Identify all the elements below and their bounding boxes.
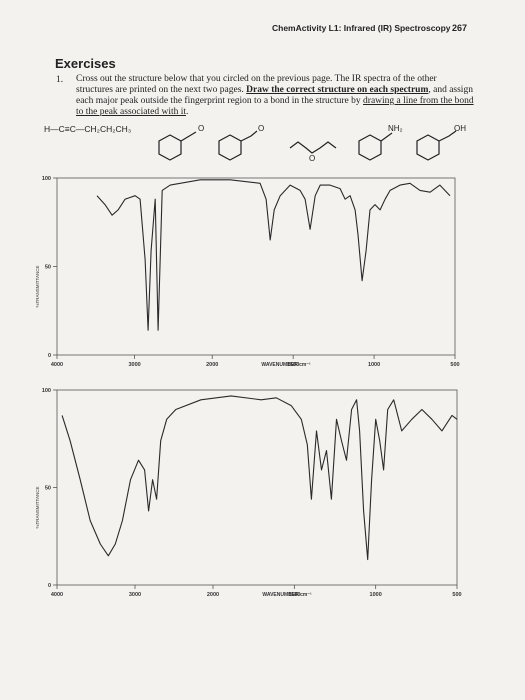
exercises-title: Exercises bbox=[55, 56, 116, 71]
page-number: 267 bbox=[452, 23, 467, 33]
x-tick-label: 500 bbox=[450, 362, 459, 368]
y-tick-label: 100 bbox=[42, 388, 51, 394]
bond bbox=[380, 132, 393, 142]
structure-label: O bbox=[198, 124, 204, 133]
bond bbox=[438, 130, 457, 142]
x-tick-label: 3000 bbox=[129, 592, 141, 598]
bond bbox=[180, 131, 197, 142]
text-emphasis: Draw the correct structure on each spect… bbox=[246, 85, 429, 95]
spectrum-line bbox=[61, 395, 458, 561]
x-axis-label: WAVENUMBER cm⁻¹ bbox=[261, 362, 311, 368]
ring bbox=[358, 134, 382, 161]
structure-label: O bbox=[309, 154, 315, 163]
exercise-number: 1. bbox=[56, 75, 63, 85]
spectrum-line bbox=[96, 179, 451, 331]
text-emphasis: drawing a line from the bond to the peak… bbox=[76, 96, 474, 117]
y-tick-label: 50 bbox=[45, 265, 51, 271]
ring bbox=[416, 134, 440, 161]
x-tick-label: 500 bbox=[452, 592, 461, 598]
bond bbox=[289, 141, 337, 154]
plot-frame bbox=[56, 389, 458, 586]
x-tick-label: 4000 bbox=[51, 592, 63, 598]
structure-label: NH₂ bbox=[388, 124, 403, 133]
structures bbox=[158, 130, 457, 161]
x-tick-label: 1500 bbox=[287, 362, 299, 368]
x-tick-label: 2000 bbox=[206, 362, 218, 368]
x-tick-label: 1000 bbox=[370, 592, 382, 598]
text: Cross out the structure below that you c… bbox=[76, 74, 437, 95]
ring bbox=[218, 134, 242, 161]
ring bbox=[158, 134, 182, 161]
x-tick-label: 1000 bbox=[368, 362, 380, 368]
x-tick-label: 4000 bbox=[51, 362, 63, 368]
structure-label: H—C≡C—CH₂CH₂CH₃ bbox=[44, 124, 131, 134]
exercise-text: Cross out the structure below that you c… bbox=[76, 74, 476, 118]
structure-label: O bbox=[258, 124, 264, 133]
y-axis-label: %TRANSMITTANCE bbox=[35, 266, 40, 308]
y-tick-label: 50 bbox=[45, 486, 51, 492]
plot-frame bbox=[56, 177, 456, 356]
structure-label: OH bbox=[454, 124, 466, 133]
text: , and assign each major peak outside the… bbox=[76, 85, 473, 106]
text: . bbox=[186, 107, 189, 117]
x-tick-label: 1500 bbox=[288, 592, 300, 598]
y-tick-label: 100 bbox=[42, 176, 51, 182]
y-axis-label: %TRANSMITTANCE bbox=[35, 487, 40, 529]
y-tick-label: 0 bbox=[48, 353, 51, 359]
x-tick-label: 3000 bbox=[128, 362, 140, 368]
bond bbox=[240, 130, 258, 142]
x-tick-label: 2000 bbox=[207, 592, 219, 598]
chapter-header: ChemActivity L1: Infrared (IR) Spectrosc… bbox=[272, 23, 451, 33]
x-axis-label: WAVENUMBER cm⁻¹ bbox=[262, 592, 312, 598]
y-tick-label: 0 bbox=[48, 583, 51, 589]
